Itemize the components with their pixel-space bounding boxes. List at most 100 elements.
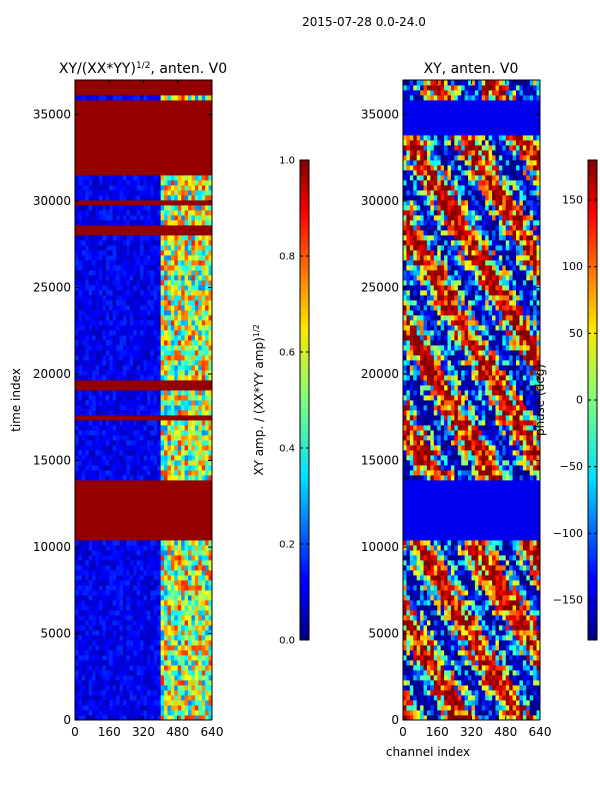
heatmap-cell (150, 460, 155, 466)
heatmap-cell (153, 250, 158, 256)
heatmap-cell (98, 245, 103, 251)
heatmap-cell (160, 680, 165, 686)
heatmap-cell (98, 630, 103, 636)
heatmap-cell (146, 300, 151, 306)
heatmap-cell (109, 700, 114, 706)
heatmap-cell (164, 660, 168, 666)
heatmap-cell (122, 370, 127, 376)
heatmap-cell (129, 520, 134, 526)
heatmap-cell (174, 250, 179, 256)
heatmap-cell (102, 100, 107, 106)
heatmap-cell (88, 665, 93, 671)
heatmap-cell (126, 425, 131, 431)
heatmap-cell (150, 195, 155, 201)
heatmap-cell (167, 215, 172, 221)
heatmap-cell (157, 390, 162, 396)
heatmap-cell (164, 410, 168, 416)
heatmap-cell (98, 285, 103, 291)
heatmap-cell (102, 250, 107, 256)
heatmap-cell (150, 625, 155, 631)
heatmap-cell (81, 380, 86, 386)
heatmap-cell (75, 520, 79, 526)
heatmap-cell (78, 130, 83, 136)
heatmap-cell (133, 235, 138, 241)
heatmap-cell (188, 225, 192, 231)
heatmap-cell (201, 135, 206, 141)
heatmap-cell (102, 345, 107, 351)
heatmap-cell (119, 555, 124, 561)
heatmap-cell (174, 210, 179, 216)
heatmap-cell (140, 645, 144, 651)
heatmap-cell (85, 510, 90, 516)
heatmap-cell (140, 155, 144, 161)
heatmap-cell (78, 605, 83, 611)
heatmap-cell (150, 265, 155, 271)
heatmap-cell (119, 290, 124, 296)
heatmap-cell (112, 620, 117, 626)
heatmap-cell (146, 280, 151, 286)
heatmap-cell (198, 150, 203, 156)
heatmap-cell (109, 535, 114, 541)
heatmap-cell (177, 585, 182, 591)
heatmap-cell (140, 295, 144, 301)
heatmap-cell (129, 585, 134, 591)
heatmap-cell (112, 565, 117, 571)
heatmap-cell (95, 290, 100, 296)
heatmap-cell (95, 370, 100, 376)
heatmap-cell (208, 515, 212, 521)
heatmap-cell (88, 715, 93, 720)
heatmap-cell (181, 595, 185, 601)
heatmap-cell (201, 265, 206, 271)
heatmap-cell (136, 395, 141, 401)
heatmap-cell (116, 690, 120, 696)
heatmap-cell (75, 425, 79, 431)
heatmap-cell (150, 570, 155, 576)
heatmap-cell (160, 575, 165, 581)
heatmap-cell (75, 690, 79, 696)
heatmap-cell (167, 170, 172, 176)
heatmap-cell (143, 520, 148, 526)
heatmap-cell (146, 365, 151, 371)
heatmap-cell (150, 465, 155, 471)
heatmap-cell (133, 610, 138, 616)
heatmap-cell (85, 535, 90, 541)
heatmap-cell (129, 100, 134, 106)
heatmap-cell (177, 400, 182, 406)
heatmap-cell (153, 255, 158, 261)
heatmap-cell (184, 365, 189, 371)
heatmap-cell (129, 295, 134, 301)
heatmap-cell (170, 120, 175, 126)
heatmap-cell (78, 170, 83, 176)
heatmap-cell (188, 615, 192, 621)
heatmap-cell (78, 430, 83, 436)
heatmap-cell (116, 715, 120, 720)
heatmap-cell (191, 400, 196, 406)
heatmap-cell (205, 375, 209, 381)
heatmap-cell (181, 615, 185, 621)
heatmap-cell (136, 270, 141, 276)
heatmap-cell (194, 280, 199, 286)
heatmap-cell (157, 610, 162, 616)
heatmap-cell (109, 430, 114, 436)
heatmap-cell (122, 605, 127, 611)
heatmap-cell (140, 285, 144, 291)
heatmap-cell (105, 105, 110, 111)
heatmap-cell (198, 210, 203, 216)
heatmap-cell (150, 300, 155, 306)
heatmap-cell (112, 120, 117, 126)
heatmap-cell (133, 575, 138, 581)
heatmap-cell (92, 290, 96, 296)
heatmap-cell (174, 500, 179, 506)
heatmap-cell (177, 270, 182, 276)
heatmap-cell (184, 655, 189, 661)
heatmap-cell (81, 295, 86, 301)
heatmap-cell (98, 395, 103, 401)
heatmap-cell (109, 175, 114, 181)
heatmap-cell (170, 535, 175, 541)
heatmap-cell (157, 200, 162, 206)
heatmap-cell (92, 380, 96, 386)
heatmap-cell (194, 340, 199, 346)
heatmap-cell (150, 215, 155, 221)
heatmap-cell (177, 455, 182, 461)
heatmap-cell (95, 375, 100, 381)
